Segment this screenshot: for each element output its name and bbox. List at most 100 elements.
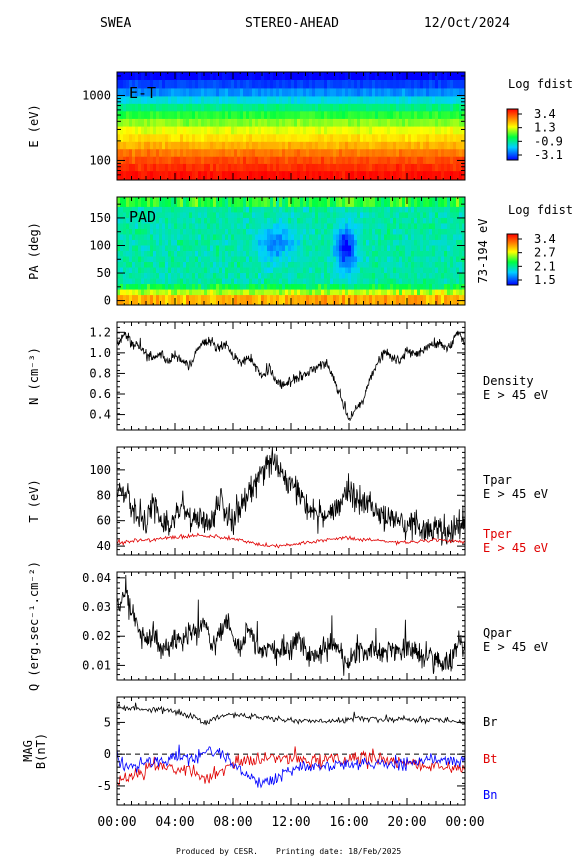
heatmap-cell bbox=[150, 111, 154, 120]
heatmap-cell bbox=[360, 256, 364, 263]
heatmap-cell bbox=[135, 163, 139, 172]
heatmap-cell bbox=[237, 234, 241, 241]
heatmap-cell bbox=[402, 289, 406, 296]
series-label: Qpar bbox=[483, 626, 512, 640]
heatmap-cell bbox=[447, 163, 451, 172]
heatmap-cell bbox=[240, 118, 244, 127]
heatmap-cell bbox=[318, 256, 322, 263]
heatmap-cell bbox=[228, 171, 232, 181]
heatmap-cell bbox=[246, 88, 250, 97]
heatmap-cell bbox=[363, 118, 367, 127]
heatmap-cell bbox=[381, 278, 385, 285]
heatmap-cell bbox=[342, 126, 346, 135]
heatmap-cell bbox=[129, 267, 133, 274]
heatmap-cell bbox=[282, 72, 286, 81]
heatmap-cell bbox=[381, 217, 385, 224]
heatmap-cell bbox=[375, 284, 379, 290]
heatmap-cell bbox=[279, 163, 283, 172]
heatmap-cell bbox=[168, 141, 172, 150]
heatmap-cell bbox=[432, 126, 436, 135]
heatmap-cell bbox=[354, 262, 358, 268]
heatmap-cell bbox=[261, 126, 265, 135]
heatmap-cell bbox=[237, 206, 241, 213]
heatmap-cell bbox=[408, 149, 412, 158]
heatmap-cell bbox=[357, 273, 361, 279]
heatmap-cell bbox=[402, 149, 406, 158]
heatmap-cell bbox=[162, 103, 166, 112]
heatmap-cell bbox=[441, 111, 445, 120]
heatmap-cell bbox=[351, 212, 355, 219]
heatmap-cell bbox=[234, 156, 238, 165]
heatmap-cell bbox=[318, 245, 322, 252]
heatmap-cell bbox=[297, 223, 301, 230]
heatmap-cell bbox=[228, 217, 232, 224]
heatmap-cell bbox=[288, 239, 292, 246]
heatmap-cell bbox=[216, 262, 220, 268]
heatmap-cell bbox=[243, 141, 247, 150]
heatmap-cell bbox=[459, 245, 463, 252]
heatmap-cell bbox=[273, 245, 277, 252]
heatmap-cell bbox=[396, 245, 400, 252]
heatmap-cell bbox=[237, 72, 241, 81]
heatmap-cell bbox=[411, 284, 415, 290]
heatmap-cell bbox=[372, 80, 376, 89]
heatmap-cell bbox=[132, 289, 136, 296]
heatmap-cell bbox=[213, 217, 217, 224]
heatmap-cell bbox=[126, 111, 130, 120]
heatmap-cell bbox=[402, 72, 406, 81]
heatmap-cell bbox=[159, 88, 163, 97]
heatmap-cell bbox=[384, 217, 388, 224]
heatmap-cell bbox=[321, 197, 325, 208]
heatmap-cell bbox=[369, 228, 373, 235]
heatmap-cell bbox=[333, 284, 337, 290]
heatmap-cell bbox=[195, 262, 199, 268]
heatmap-cell bbox=[363, 156, 367, 165]
heatmap-cell bbox=[420, 278, 424, 285]
heatmap-cell bbox=[447, 96, 451, 105]
heatmap-cell bbox=[291, 72, 295, 81]
heatmap-cell bbox=[360, 163, 364, 172]
heatmap-cell bbox=[222, 126, 226, 135]
heatmap-cell bbox=[357, 149, 361, 158]
heatmap-cell bbox=[144, 251, 148, 257]
heatmap-cell bbox=[186, 284, 190, 290]
heatmap-cell bbox=[372, 284, 376, 290]
heatmap-cell bbox=[300, 278, 304, 285]
heatmap-cell bbox=[294, 156, 298, 165]
heatmap-cell bbox=[417, 273, 421, 279]
heatmap-cell bbox=[336, 273, 340, 279]
heatmap-cell bbox=[261, 72, 265, 81]
heatmap-cell bbox=[429, 212, 433, 219]
heatmap-cell bbox=[357, 96, 361, 105]
heatmap-cell bbox=[258, 245, 262, 252]
heatmap-cell bbox=[348, 103, 352, 112]
heatmap-cell bbox=[276, 96, 280, 105]
heatmap-cell bbox=[129, 217, 133, 224]
heatmap-cell bbox=[246, 111, 250, 120]
heatmap-cell bbox=[306, 295, 310, 306]
heatmap-cell bbox=[366, 262, 370, 268]
heatmap-cell bbox=[186, 267, 190, 274]
heatmap-cell bbox=[291, 267, 295, 274]
heatmap-cell bbox=[327, 72, 331, 81]
heatmap-cell bbox=[309, 149, 313, 158]
heatmap-cell bbox=[150, 171, 154, 181]
heatmap-cell bbox=[150, 256, 154, 263]
heatmap-cell bbox=[384, 111, 388, 120]
heatmap-cell bbox=[336, 289, 340, 296]
heatmap-cell bbox=[411, 262, 415, 268]
heatmap-cell bbox=[165, 72, 169, 81]
heatmap-cell bbox=[342, 217, 346, 224]
heatmap-cell bbox=[186, 118, 190, 127]
heatmap-cell bbox=[429, 111, 433, 120]
heatmap-cell bbox=[138, 295, 142, 306]
heatmap-cell bbox=[210, 278, 214, 285]
heatmap-cell bbox=[294, 163, 298, 172]
heatmap-cell bbox=[135, 212, 139, 219]
heatmap-cell bbox=[315, 239, 319, 246]
y-axis-label-line: MAG bbox=[21, 740, 35, 762]
heatmap-cell bbox=[246, 234, 250, 241]
heatmap-cell bbox=[273, 267, 277, 274]
heatmap-cell bbox=[180, 212, 184, 219]
heatmap-cell bbox=[129, 278, 133, 285]
